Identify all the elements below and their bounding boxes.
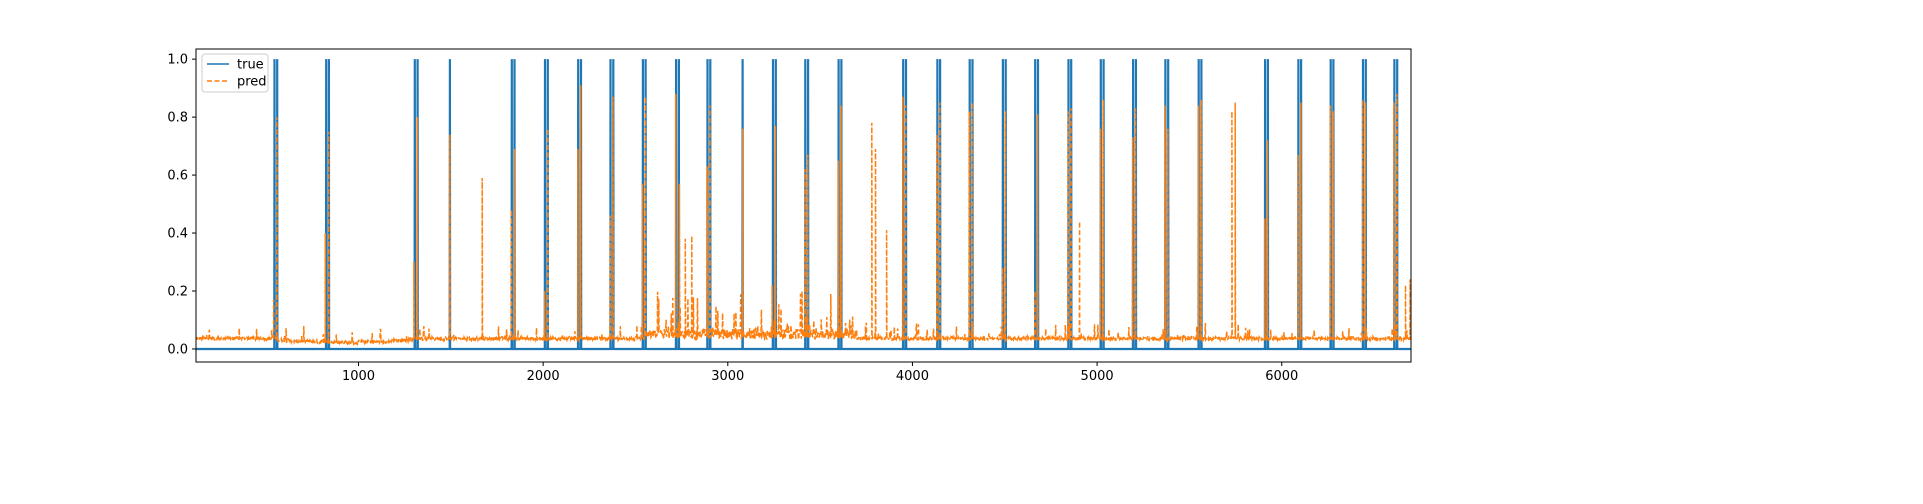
- legend: true pred: [201, 53, 269, 93]
- series-line-true: [196, 59, 1411, 351]
- y-tick-label: 0.4: [167, 227, 188, 242]
- x-tick-label: 6000: [1265, 369, 1298, 384]
- series-line-pred: [195, 85, 1412, 347]
- x-tick-label: 4000: [896, 369, 929, 384]
- y-tick-label: 0.6: [167, 169, 188, 184]
- y-tick-label: 0.2: [167, 284, 188, 299]
- y-tick-label: 0.8: [167, 111, 188, 126]
- x-tick-label: 3000: [711, 369, 744, 384]
- y-tick-label: 1.0: [167, 53, 188, 68]
- axis-ticks: 1000 2000 3000 4000 5000 6000 0.0 0.2 0.4 0.6 0.8 1…: [167, 53, 1298, 384]
- legend-label-pred: pred: [237, 75, 267, 90]
- x-tick-label: 2000: [527, 369, 560, 384]
- legend-label-true: true: [237, 58, 264, 73]
- x-tick-label: 1000: [342, 369, 375, 384]
- x-tick-label: 5000: [1081, 369, 1114, 384]
- plot-area: [195, 59, 1412, 351]
- y-tick-label: 0.0: [167, 342, 188, 357]
- axes-frame: [195, 48, 1412, 363]
